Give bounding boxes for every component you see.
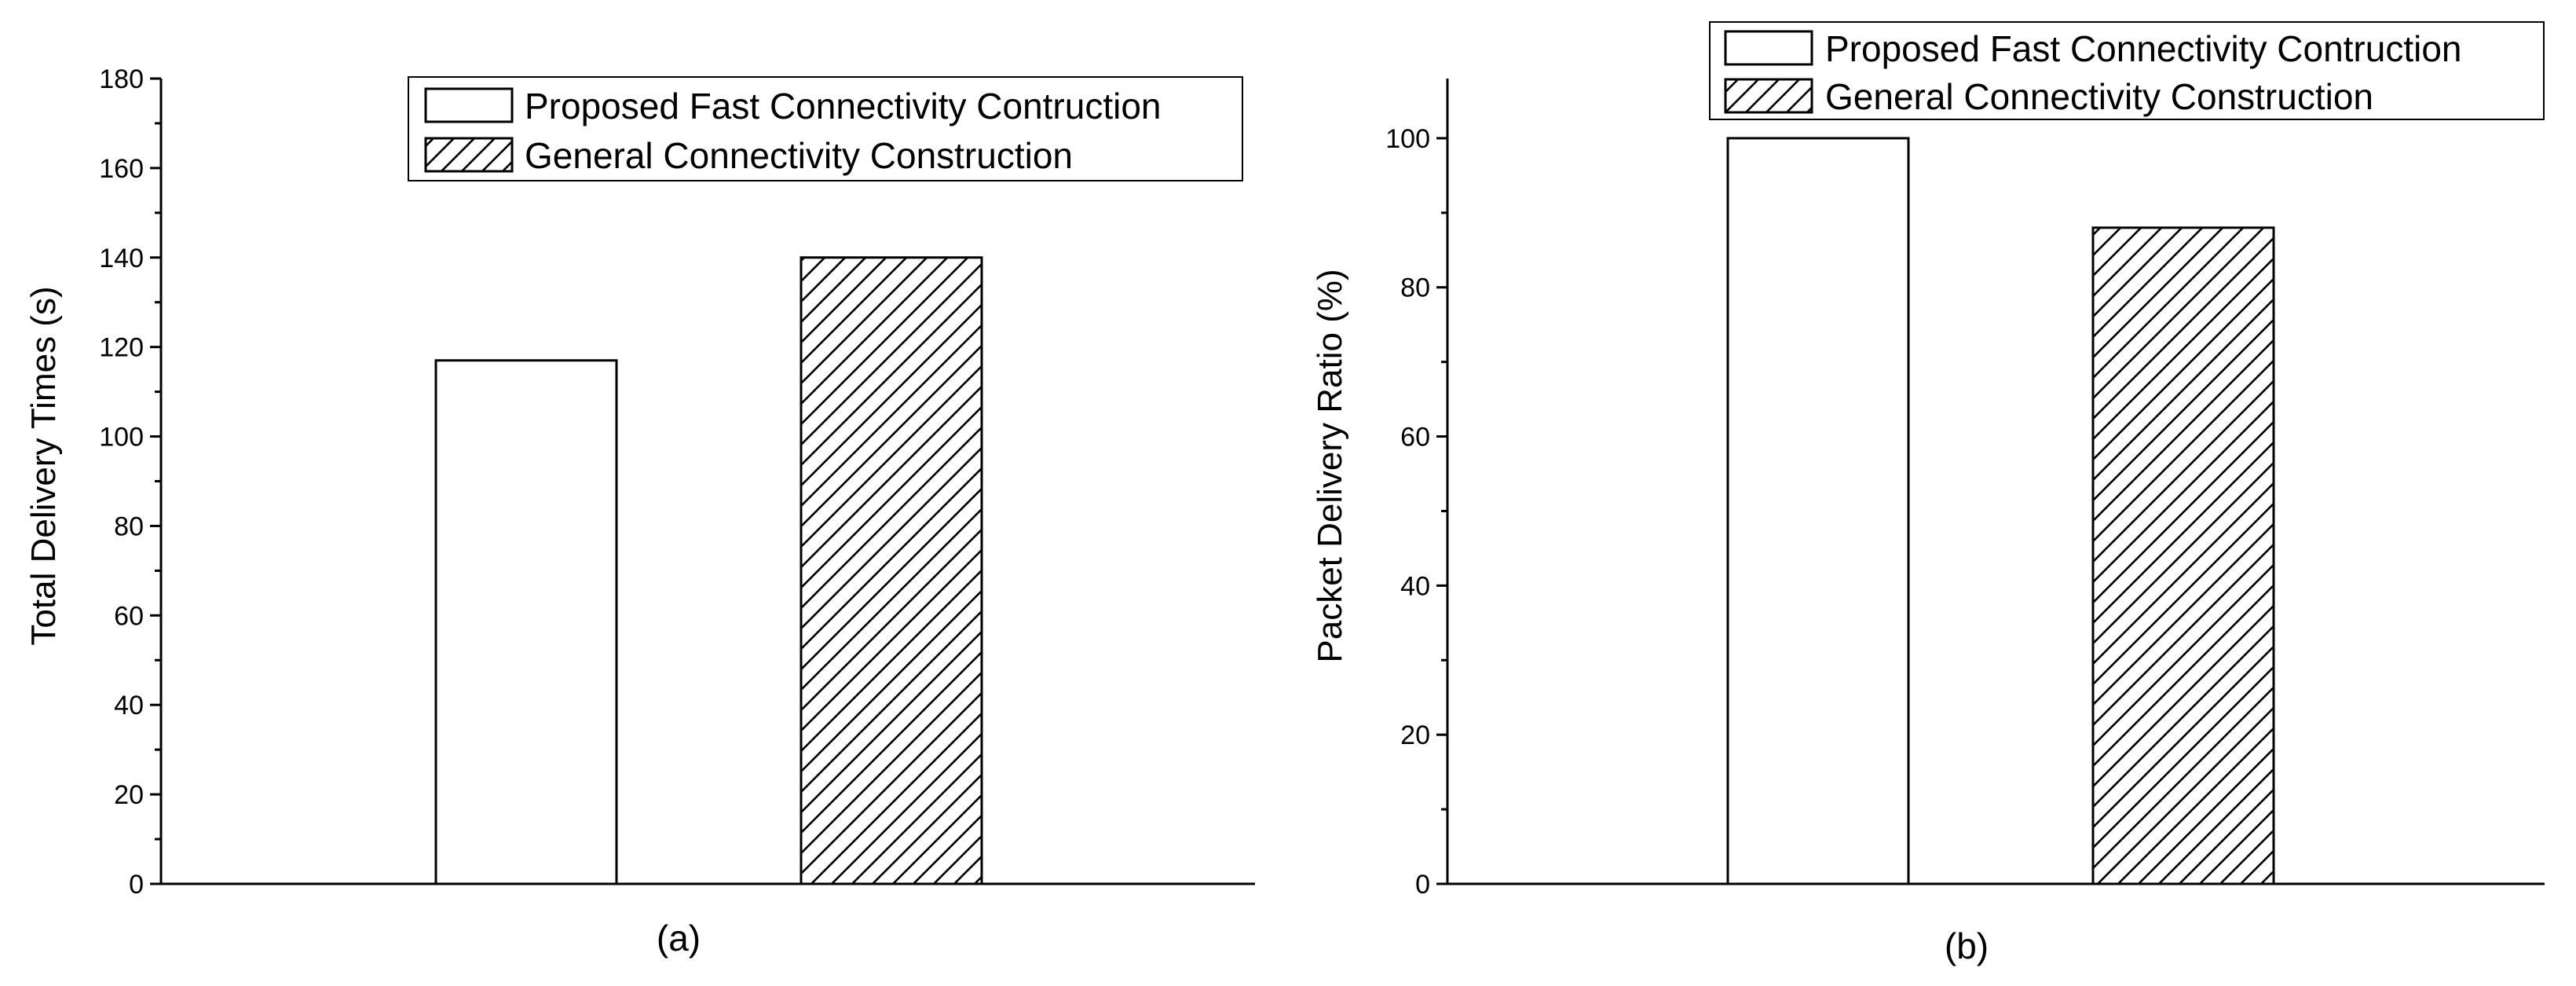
y-tick-label: 60 [114,601,144,631]
y-axis-title-wrap: Total Delivery Times (s) [24,286,63,645]
legend-swatch-general [424,137,514,173]
legend-label-proposed: Proposed Fast Connectivity Contruction [525,86,1162,126]
legend-label-general: General Connectivity Construction [525,135,1073,176]
y-tick-label: 180 [99,64,144,94]
chart-panel-a: Total Delivery Times (s) (a) 0 20 40 60 80 10… [24,64,1255,959]
legend-swatch-general [1724,78,1813,114]
legend-label-proposed: Proposed Fast Connectivity Contruction [1825,28,2462,69]
y-tick-label: 100 [99,423,144,453]
bars [434,256,983,885]
bar-proposed [1726,137,1910,885]
y-tick-label: 20 [114,780,144,810]
y-ticks: 0 20 40 60 80 100 120 140 160 180 [99,64,161,900]
y-tick-label: 0 [129,870,144,900]
y-tick-label: 20 [1400,720,1430,750]
y-tick-label: 60 [1400,423,1430,453]
y-ticks: 0 20 40 60 80 100 [1385,124,1447,900]
y-tick-label: 80 [114,511,144,541]
y-tick-label: 100 [1385,124,1430,154]
legend-swatch-proposed [1724,30,1813,66]
y-tick-label: 160 [99,154,144,184]
y-axis-title: Packet Delivery Ratio (%) [1311,269,1349,662]
panel-label: (b) [1945,926,1989,966]
y-tick-label: 40 [114,691,144,720]
bar-general [2091,226,2275,885]
axes [1446,79,2545,885]
legend-frame [408,76,1243,181]
chart-panel-b: Packet Delivery Ratio (%) (b) 0 20 40 60 80 1… [1311,21,2545,966]
legend-label-general: General Connectivity Construction [1825,76,2373,117]
legend-swatch-proposed [424,87,514,123]
legend: Proposed Fast Connectivity Contruction G… [408,76,1243,181]
axes [159,79,1255,885]
y-tick-label: 0 [1415,870,1430,900]
y-axis-title-wrap: Packet Delivery Ratio (%) [1311,269,1349,662]
y-tick-label: 140 [99,244,144,273]
y-tick-label: 80 [1400,273,1430,303]
bar-general [800,256,983,885]
bars [1726,137,2275,885]
y-axis-title: Total Delivery Times (s) [24,286,63,645]
y-tick-label: 120 [99,333,144,363]
panel-label: (a) [657,918,701,959]
legend-frame [1709,21,2545,120]
y-tick-label: 40 [1400,571,1430,601]
bar-proposed [434,359,618,885]
legend: Proposed Fast Connectivity Contruction G… [1709,21,2545,120]
